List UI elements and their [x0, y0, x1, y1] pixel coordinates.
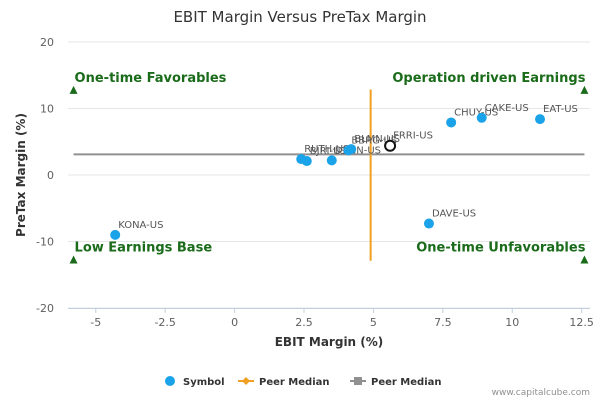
point-label: DENN-US	[335, 145, 381, 156]
legend-label: Peer Median	[259, 377, 330, 388]
x-tick-label: -5	[90, 316, 101, 329]
quadrant-triangle-marker	[580, 85, 589, 94]
x-axis-title: EBIT Margin (%)	[275, 335, 384, 349]
point-label: BBRG-US	[351, 135, 397, 146]
quadrant-triangle-marker	[69, 85, 78, 94]
data-point[interactable]	[326, 155, 337, 166]
legend-square-marker	[354, 377, 362, 385]
chart-title: EBIT Margin Versus PreTax Margin	[173, 8, 426, 26]
y-tick-label: 10	[40, 103, 54, 116]
legend-label: Peer Median	[371, 377, 442, 388]
x-tick-label: -2.5	[154, 316, 175, 329]
point-label: CHUY-US	[454, 107, 498, 118]
quadrant-labels: One-time Favorables Operation driven Earn…	[69, 71, 589, 264]
data-point[interactable]	[301, 156, 312, 167]
point-label: EAT-US	[543, 104, 578, 115]
credit-text: www.capitalcube.com	[492, 388, 590, 398]
data-point[interactable]	[110, 229, 121, 240]
point-label: BLMN-US	[354, 134, 400, 145]
legend-symbol-marker	[165, 376, 175, 386]
quadrant-label: Operation driven Earnings	[392, 71, 585, 86]
focus-point-label: FRRI-US	[393, 131, 433, 142]
quadrant-label: One-time Unfavorables	[416, 240, 585, 255]
x-tick-label: 7.5	[434, 316, 452, 329]
quadrant-label: Low Earnings Base	[75, 240, 213, 255]
data-point[interactable]	[346, 144, 357, 155]
point-label: DAVE-US	[432, 209, 476, 220]
x-tick-label: 5	[370, 316, 377, 329]
y-tick-label: 20	[40, 36, 54, 49]
y-tick-label: 0	[47, 169, 54, 182]
data-points: KONA-US RUTH-USBJRI-USDENN-USBBRG-USBLMN-…	[110, 103, 578, 240]
peer-median-lines	[73, 89, 585, 261]
data-point[interactable]	[535, 114, 546, 125]
legend-diamond-marker	[242, 377, 250, 385]
y-tick-label: -20	[36, 302, 54, 315]
data-point[interactable]	[423, 218, 434, 229]
x-tick-label: 10	[505, 316, 519, 329]
legend-label: Symbol	[183, 377, 225, 388]
point-label: RUTH-US	[304, 144, 349, 155]
quadrant-triangle-marker	[69, 255, 78, 264]
y-tick-label: -10	[36, 236, 54, 249]
grid	[68, 41, 590, 313]
y-axis-title: PreTax Margin (%)	[14, 113, 28, 237]
axis-ticks: -20 -10 0 10 20 -5 -2.5 0 2.5 5 7.5 10 12.5	[36, 36, 594, 329]
data-point[interactable]	[476, 112, 487, 123]
quadrant-label: One-time Favorables	[75, 71, 227, 86]
x-tick-label: 0	[231, 316, 238, 329]
focus-data-point[interactable]	[384, 139, 397, 152]
x-tick-label: 2.5	[295, 316, 313, 329]
point-label: CAKE-US	[485, 103, 529, 114]
quadrant-triangle-marker	[580, 255, 589, 264]
data-point[interactable]	[446, 117, 457, 128]
point-label: BJRI-US	[310, 146, 347, 157]
point-label: KONA-US	[118, 220, 163, 231]
legend: Symbol Peer Median Peer Median	[165, 376, 442, 388]
x-tick-label: 12.5	[569, 316, 594, 329]
